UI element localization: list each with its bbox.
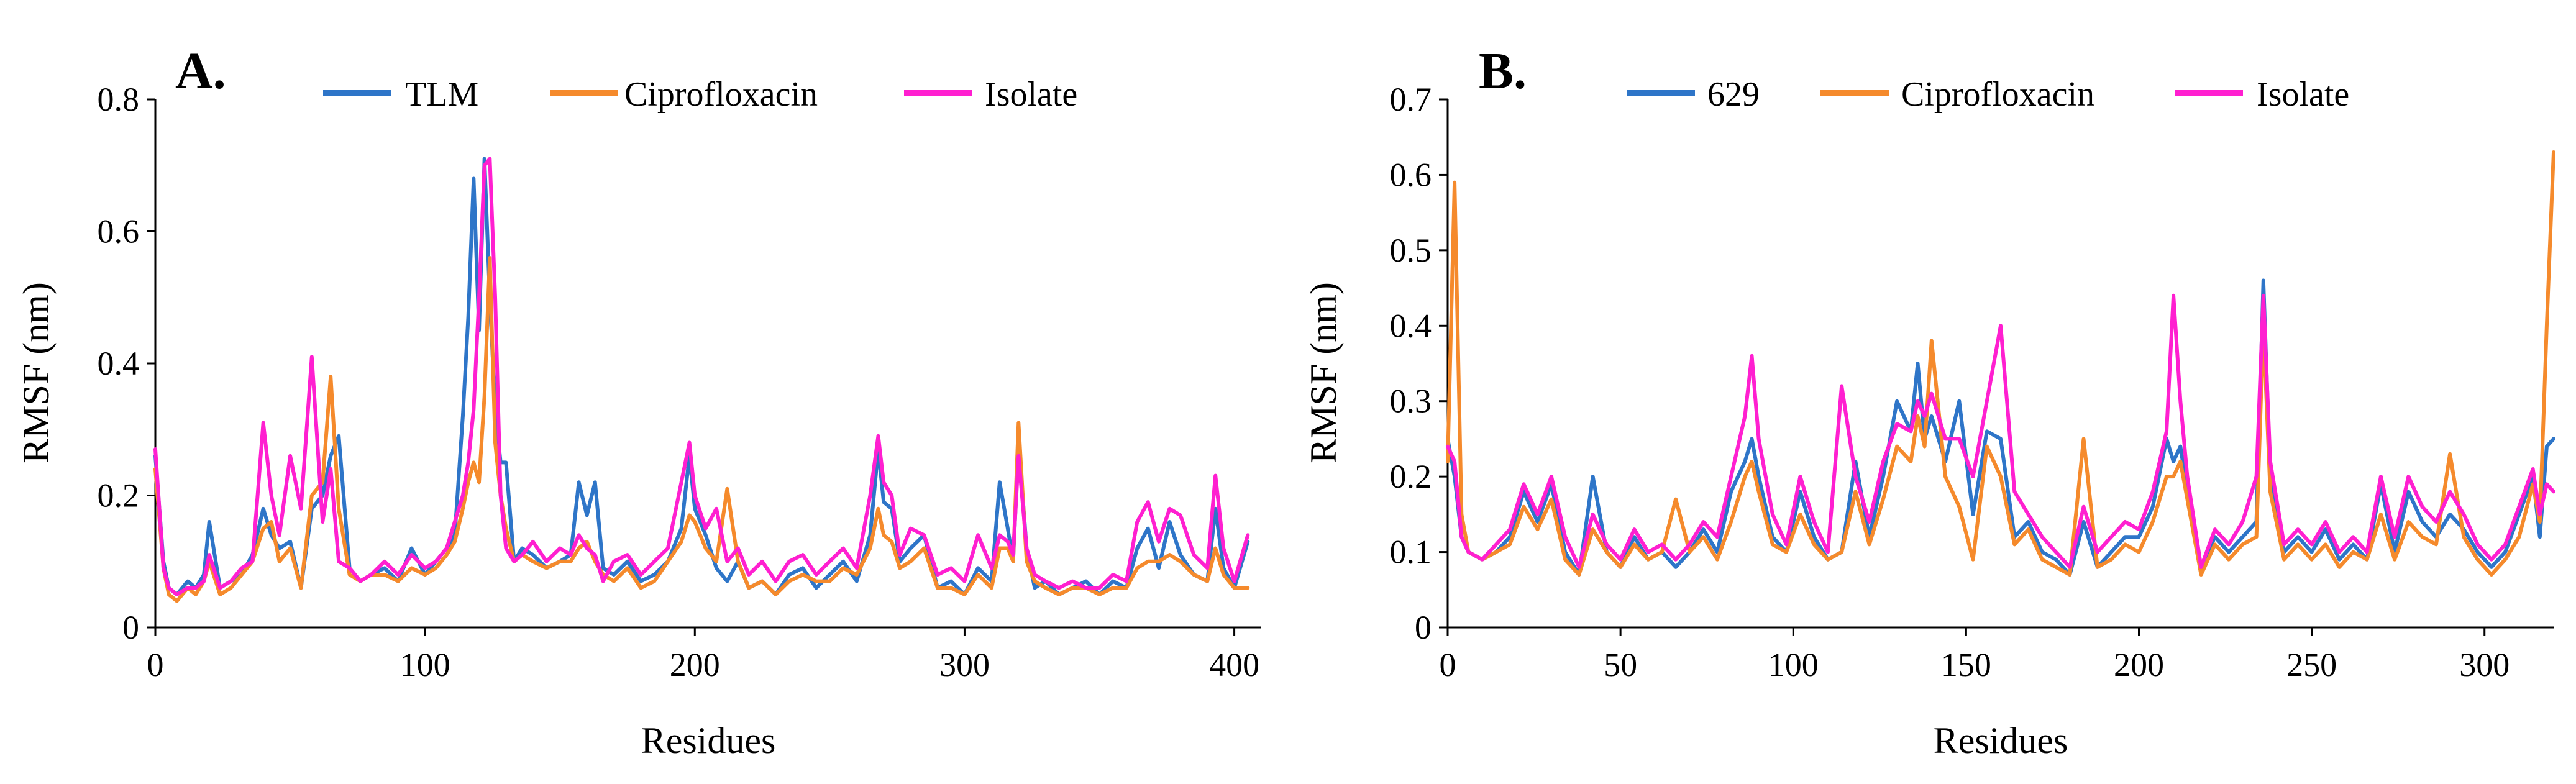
x-tick-label: 200 — [2114, 646, 2164, 683]
panel-a: A. TLM Ciprofloxacin Isolate 00.20.40.60… — [16, 42, 1261, 761]
legend-b-label-3: Isolate — [2257, 75, 2349, 114]
panel-a-x-axis-title: Residues — [641, 720, 776, 761]
panel-b-letter: B. — [1479, 42, 1527, 100]
panel-b: B. 629 Ciprofloxacin Isolate 00.10.20.30… — [1303, 42, 2555, 761]
panel-b-legend: 629 Ciprofloxacin Isolate — [1627, 75, 2349, 114]
x-tick-label: 200 — [670, 646, 720, 683]
x-tick-label: 300 — [2459, 646, 2510, 683]
legend-b-label-1: 629 — [1707, 75, 1760, 114]
x-tick-label: 0 — [147, 646, 164, 683]
panel-a-letter: A. — [175, 42, 226, 100]
panel-a-plot-area: 0 0.2 0.4 0.6 0.8 0 100 200 300 400 — [98, 81, 1261, 683]
y-tick-label: 0.1 — [1390, 534, 1432, 571]
x-tick-label: 50 — [1604, 646, 1637, 683]
x-tick-label: 150 — [1941, 646, 1991, 683]
y-tick-label: 0.7 — [1390, 81, 1432, 118]
y-tick-label: 0.4 — [98, 345, 140, 382]
x-tick-label: 400 — [1209, 646, 1259, 683]
x-tick-label: 250 — [2286, 646, 2337, 683]
panel-b-x-axis-title: Residues — [1934, 720, 2068, 761]
series-line-tlm — [153, 157, 1250, 596]
x-tick-label: 0 — [1440, 646, 1456, 683]
y-tick-label: 0.6 — [1390, 156, 1432, 193]
legend-b-label-2: Ciprofloxacin — [1901, 75, 2094, 114]
y-tick-label: 0.6 — [98, 213, 140, 250]
legend-a-label-1: TLM — [405, 75, 478, 114]
panel-b-y-axis-title: RMSF (nm) — [1303, 282, 1344, 463]
y-tick-label: 0.2 — [1390, 458, 1432, 495]
panel-b-plot-area: 0 0.1 0.2 0.3 0.4 0.5 0.6 0.7 0 50 100 150 200 250 300 — [1390, 81, 2555, 683]
series-line-isolate — [153, 157, 1250, 596]
series-line-isolate — [1446, 293, 2555, 569]
y-tick-label: 0.4 — [1390, 307, 1432, 344]
y-tick-label: 0.5 — [1390, 232, 1432, 269]
x-tick-label: 100 — [400, 646, 450, 683]
panel-a-y-axis-title: RMSF (nm) — [16, 282, 57, 463]
y-tick-label: 0.3 — [1390, 383, 1432, 420]
y-tick-label: 0.8 — [98, 81, 140, 118]
x-tick-label: 300 — [939, 646, 990, 683]
series-line-ciprofloxacin — [1446, 150, 2555, 577]
legend-a-label-3: Isolate — [985, 75, 1077, 114]
legend-a-label-2: Ciprofloxacin — [624, 75, 818, 114]
x-tick-label: 100 — [1768, 646, 1819, 683]
y-tick-label: 0 — [122, 609, 139, 646]
y-tick-label: 0 — [1415, 609, 1432, 646]
panel-a-legend: TLM Ciprofloxacin Isolate — [323, 75, 1077, 114]
y-tick-label: 0.2 — [98, 477, 140, 514]
